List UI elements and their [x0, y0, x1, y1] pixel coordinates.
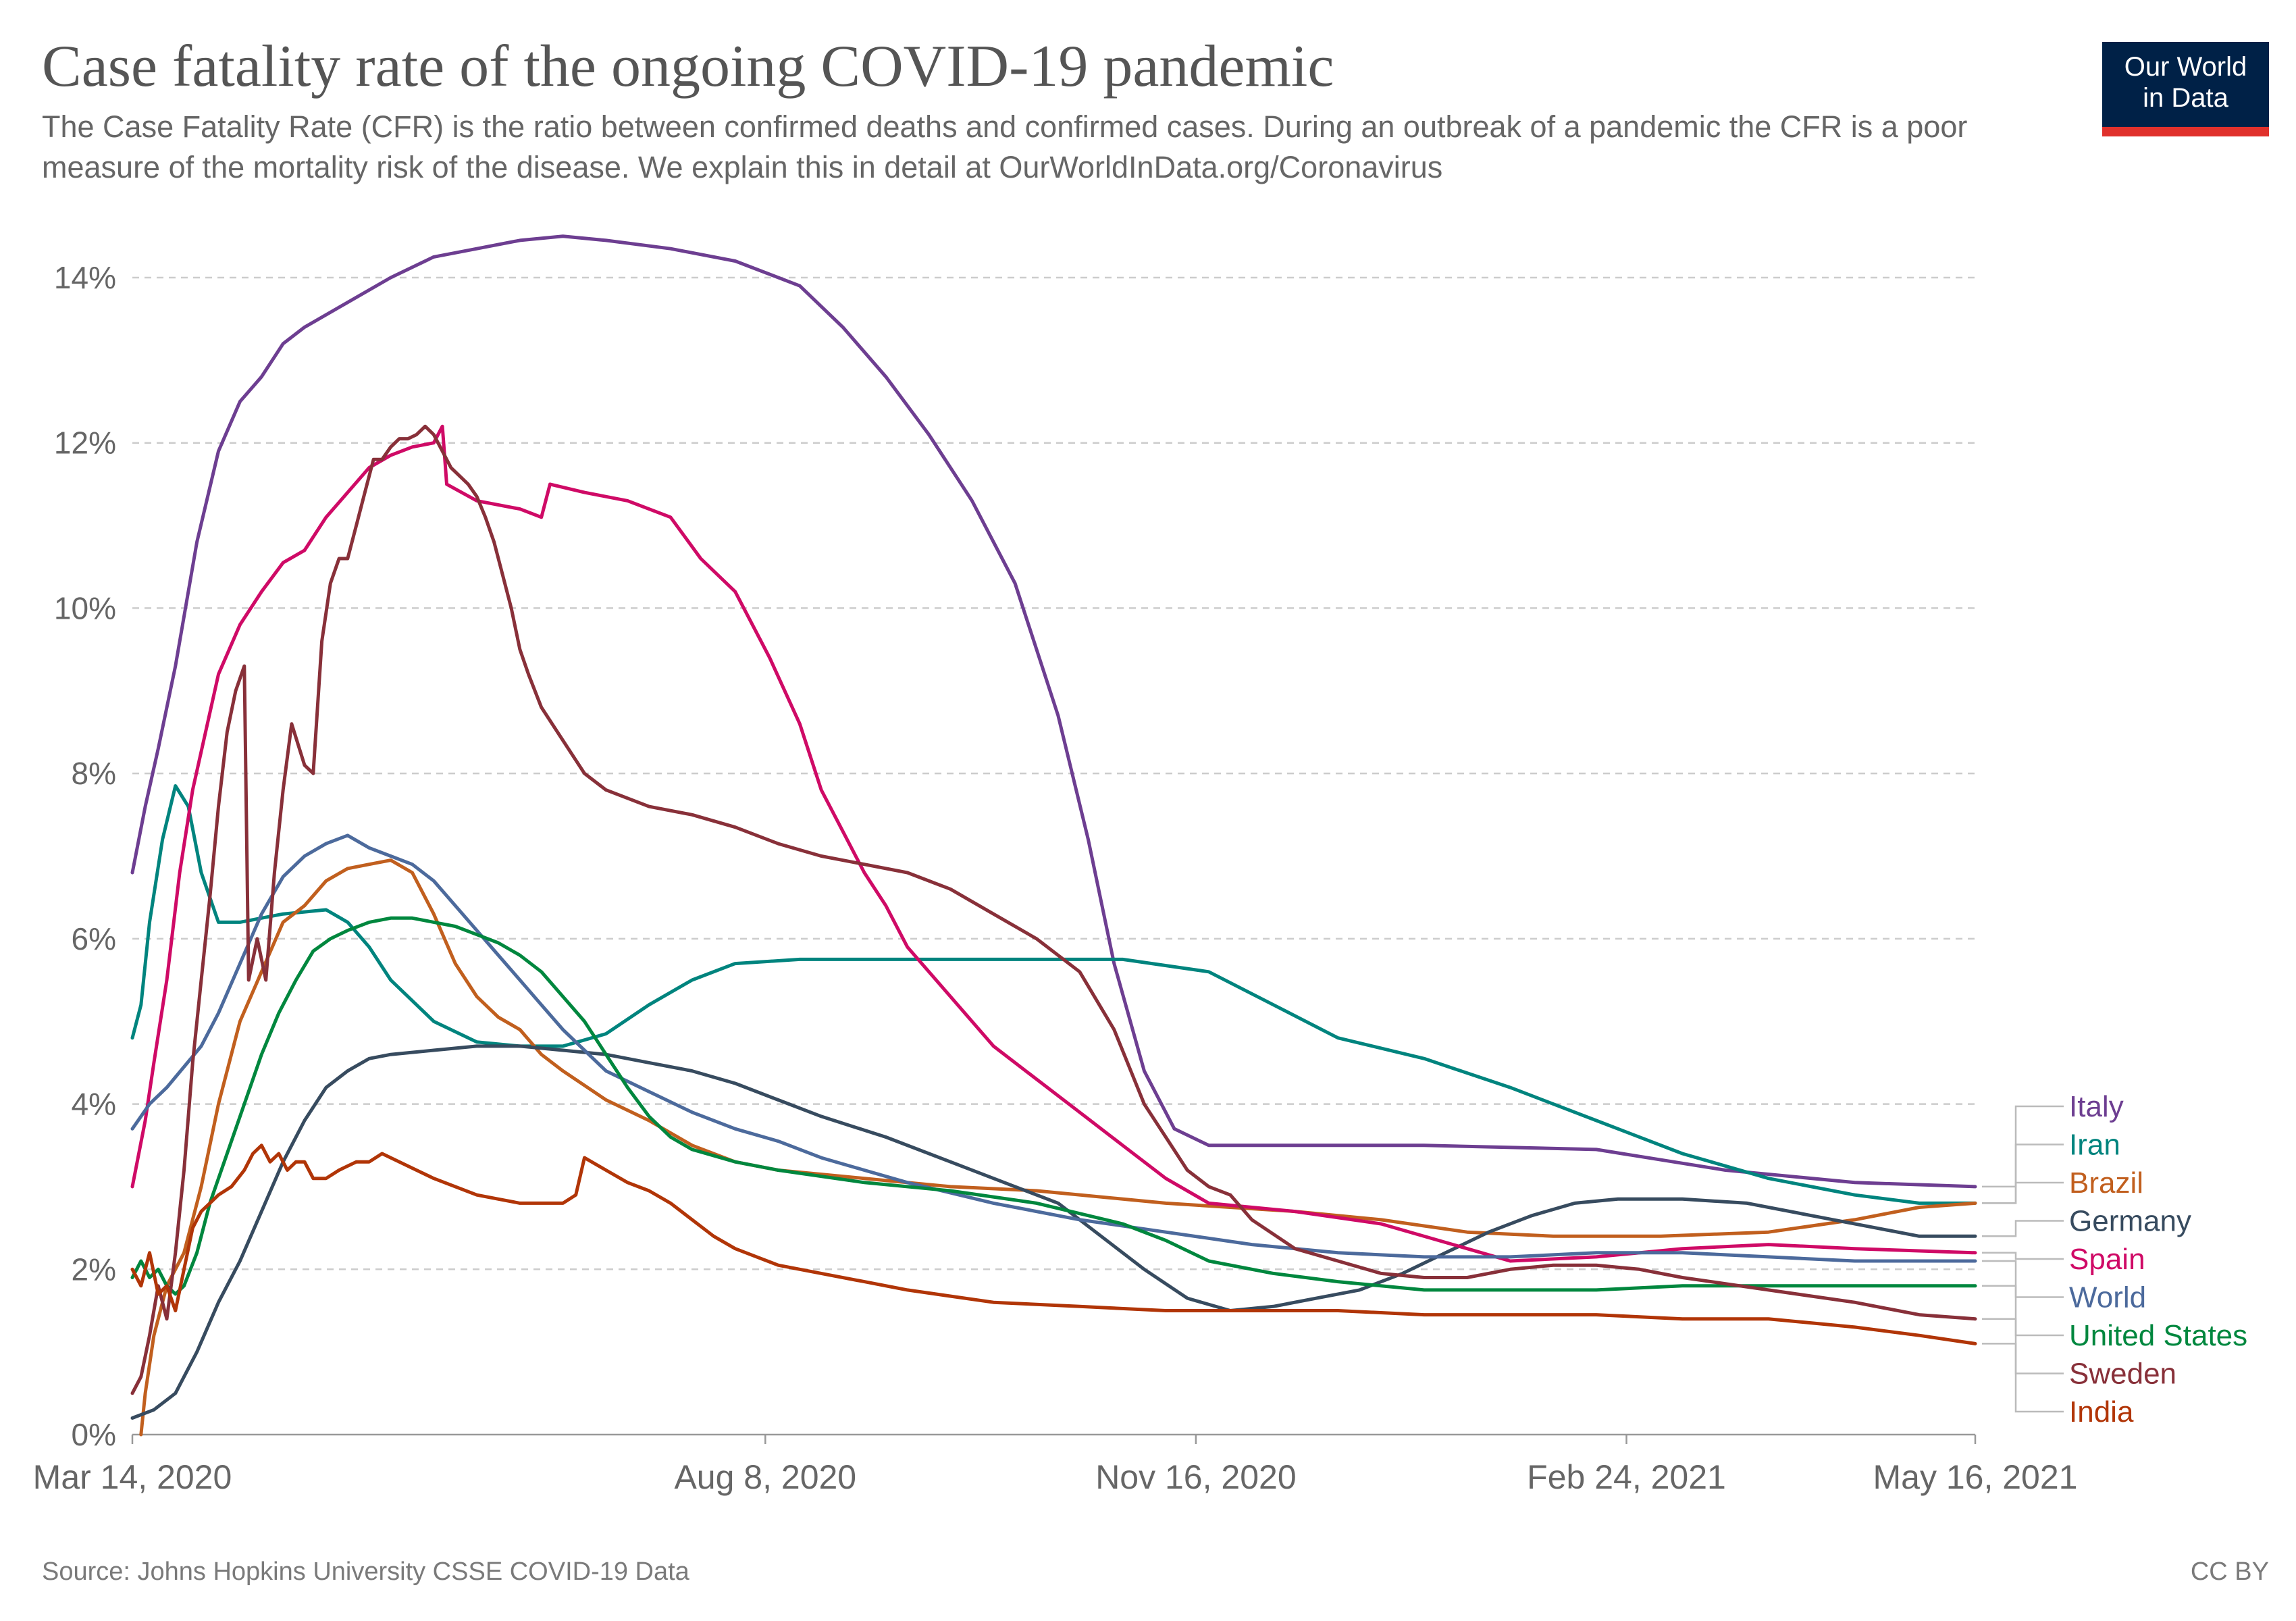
legend-layer: Italy Iran Brazil Germany Spain World United S… [1982, 1090, 2247, 1429]
series-line-italy [130, 234, 1977, 1189]
license-link[interactable]: CC BY [2190, 1558, 2269, 1586]
chart-title: Case fatality rate of the ongoing COVID-… [42, 34, 1334, 99]
legend-label-united-states: United States [2069, 1319, 2247, 1352]
x-tick-label: May 16, 2021 [1873, 1458, 2078, 1496]
legend-connector [1982, 1105, 2064, 1188]
legend-connector [1982, 1318, 2064, 1374]
series-line-iran [130, 784, 1977, 1205]
y-tick-label: 0% [72, 1417, 116, 1452]
legend-connector [1982, 1143, 2064, 1204]
legend-connector [1982, 1220, 2064, 1237]
owid-logo[interactable]: Our World in Data [2102, 42, 2269, 136]
legend-label-germany: Germany [2069, 1205, 2191, 1238]
legend-connector [1982, 1181, 2064, 1204]
logo-line-1: Our World [2124, 52, 2247, 82]
series-line-germany [130, 1044, 1977, 1420]
y-tick-label: 8% [72, 756, 116, 791]
y-tick-label: 4% [72, 1087, 116, 1122]
series-line-world [130, 833, 1977, 1263]
y-tick-label: 10% [54, 590, 116, 625]
legend-label-world: World [2069, 1281, 2146, 1314]
legend-label-brazil: Brazil [2069, 1166, 2143, 1200]
x-tick-label: Mar 14, 2020 [33, 1458, 232, 1496]
axis-layer: 0% 2% 4% 6% 8% 10% 12% 14% Mar 14, 2020 Aug 8, 20… [33, 260, 2078, 1496]
legend-connector [1982, 1343, 2064, 1413]
series-line-brazil [139, 858, 1977, 1437]
legend-label-italy: Italy [2069, 1090, 2124, 1123]
x-tick-label: Aug 8, 2020 [674, 1458, 856, 1496]
legend-label-india: India [2069, 1395, 2134, 1429]
series-line-united-states [130, 916, 1977, 1296]
y-tick-label: 2% [72, 1252, 116, 1287]
y-tick-label: 6% [72, 921, 116, 956]
y-tick-label: 12% [54, 426, 116, 461]
x-tick-label: Feb 24, 2021 [1527, 1458, 1726, 1496]
series-line-sweden [130, 424, 1977, 1395]
legend-connector [1982, 1285, 2064, 1337]
y-tick-label: 14% [54, 260, 116, 295]
x-tick-label: Nov 16, 2020 [1095, 1458, 1296, 1496]
legend-connector [1982, 1260, 2064, 1298]
series-line-india [130, 1143, 1977, 1345]
legend-label-iran: Iran [2069, 1129, 2120, 1162]
series-layer [130, 234, 1977, 1437]
legend-label-spain: Spain [2069, 1243, 2145, 1276]
grid-layer [132, 276, 1975, 1270]
source-note: Source: Johns Hopkins University CSSE CO… [42, 1558, 689, 1586]
legend-label-sweden: Sweden [2069, 1358, 2176, 1391]
legend-connector [1982, 1252, 2064, 1260]
chart-subtitle: The Case Fatality Rate (CFR) is the rati… [42, 109, 1968, 184]
series-line-spain [130, 424, 1977, 1263]
logo-line-2: in Data [2143, 83, 2228, 113]
